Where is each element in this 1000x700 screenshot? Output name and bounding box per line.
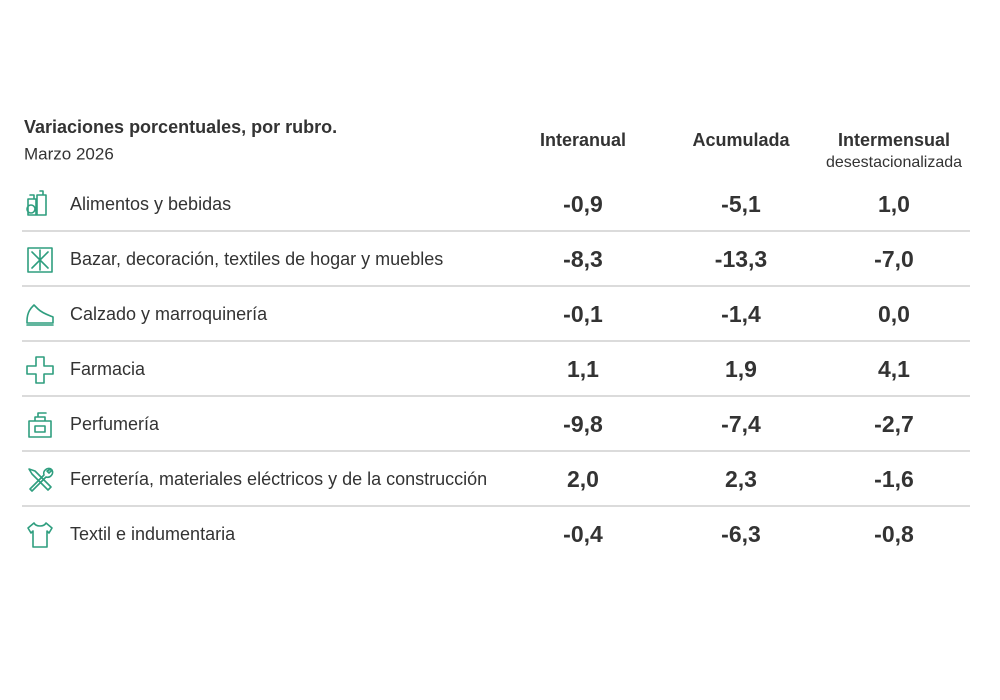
- cell-value: -0,8: [874, 521, 914, 547]
- row-icon: [28, 467, 54, 492]
- column-header: Intermensual: [838, 130, 950, 150]
- row-label: Perfumería: [70, 414, 160, 434]
- cell-value: -7,4: [721, 411, 761, 437]
- cell-value: -2,7: [874, 411, 914, 437]
- cell-value: -0,9: [563, 191, 603, 217]
- column-subheader: desestacionalizada: [826, 154, 962, 171]
- row-icon: [26, 304, 54, 326]
- cell-value: -13,3: [715, 246, 767, 272]
- row-label: Textil e indumentaria: [70, 524, 236, 544]
- row-icon: [26, 190, 47, 216]
- row-label: Calzado y marroquinería: [70, 304, 268, 324]
- cell-value: -0,1: [563, 301, 603, 327]
- row-icon: [26, 356, 54, 384]
- icon: [26, 190, 47, 216]
- row-label: Bazar, decoración, textiles de hogar y m…: [70, 249, 443, 269]
- icon: [28, 467, 54, 492]
- cell-value: 2,0: [567, 466, 599, 492]
- row-label: Farmacia: [70, 359, 146, 379]
- column-header: Acumulada: [692, 130, 790, 150]
- row-icon: [27, 247, 53, 273]
- cell-value: 1,9: [725, 356, 757, 382]
- icon: [28, 412, 52, 438]
- cell-value: 4,1: [878, 356, 910, 382]
- cell-value: -6,3: [721, 521, 761, 547]
- cell-value: 1,0: [878, 191, 910, 217]
- cell-value: -9,8: [563, 411, 603, 437]
- cell-value: 2,3: [725, 466, 757, 492]
- icon: [27, 247, 53, 273]
- icon: [27, 522, 53, 548]
- column-header: Interanual: [540, 130, 626, 150]
- cell-value: -1,6: [874, 466, 914, 492]
- row-icon: [28, 412, 52, 438]
- cell-value: 1,1: [567, 356, 599, 382]
- cell-value: -7,0: [874, 246, 914, 272]
- title: Variaciones porcentuales, por rubro.: [24, 117, 337, 137]
- cell-value: 0,0: [878, 301, 910, 327]
- cell-value: -5,1: [721, 191, 761, 217]
- subtitle: Marzo 2026: [24, 144, 114, 163]
- row-icon: [27, 522, 53, 548]
- cell-value: -0,4: [563, 521, 603, 547]
- icon: [26, 304, 54, 326]
- cell-value: -1,4: [721, 301, 761, 327]
- row-label: Ferretería, materiales eléctricos y de l…: [70, 469, 487, 489]
- icon: [26, 356, 54, 384]
- row-label: Alimentos y bebidas: [70, 194, 231, 214]
- cell-value: -8,3: [563, 246, 603, 272]
